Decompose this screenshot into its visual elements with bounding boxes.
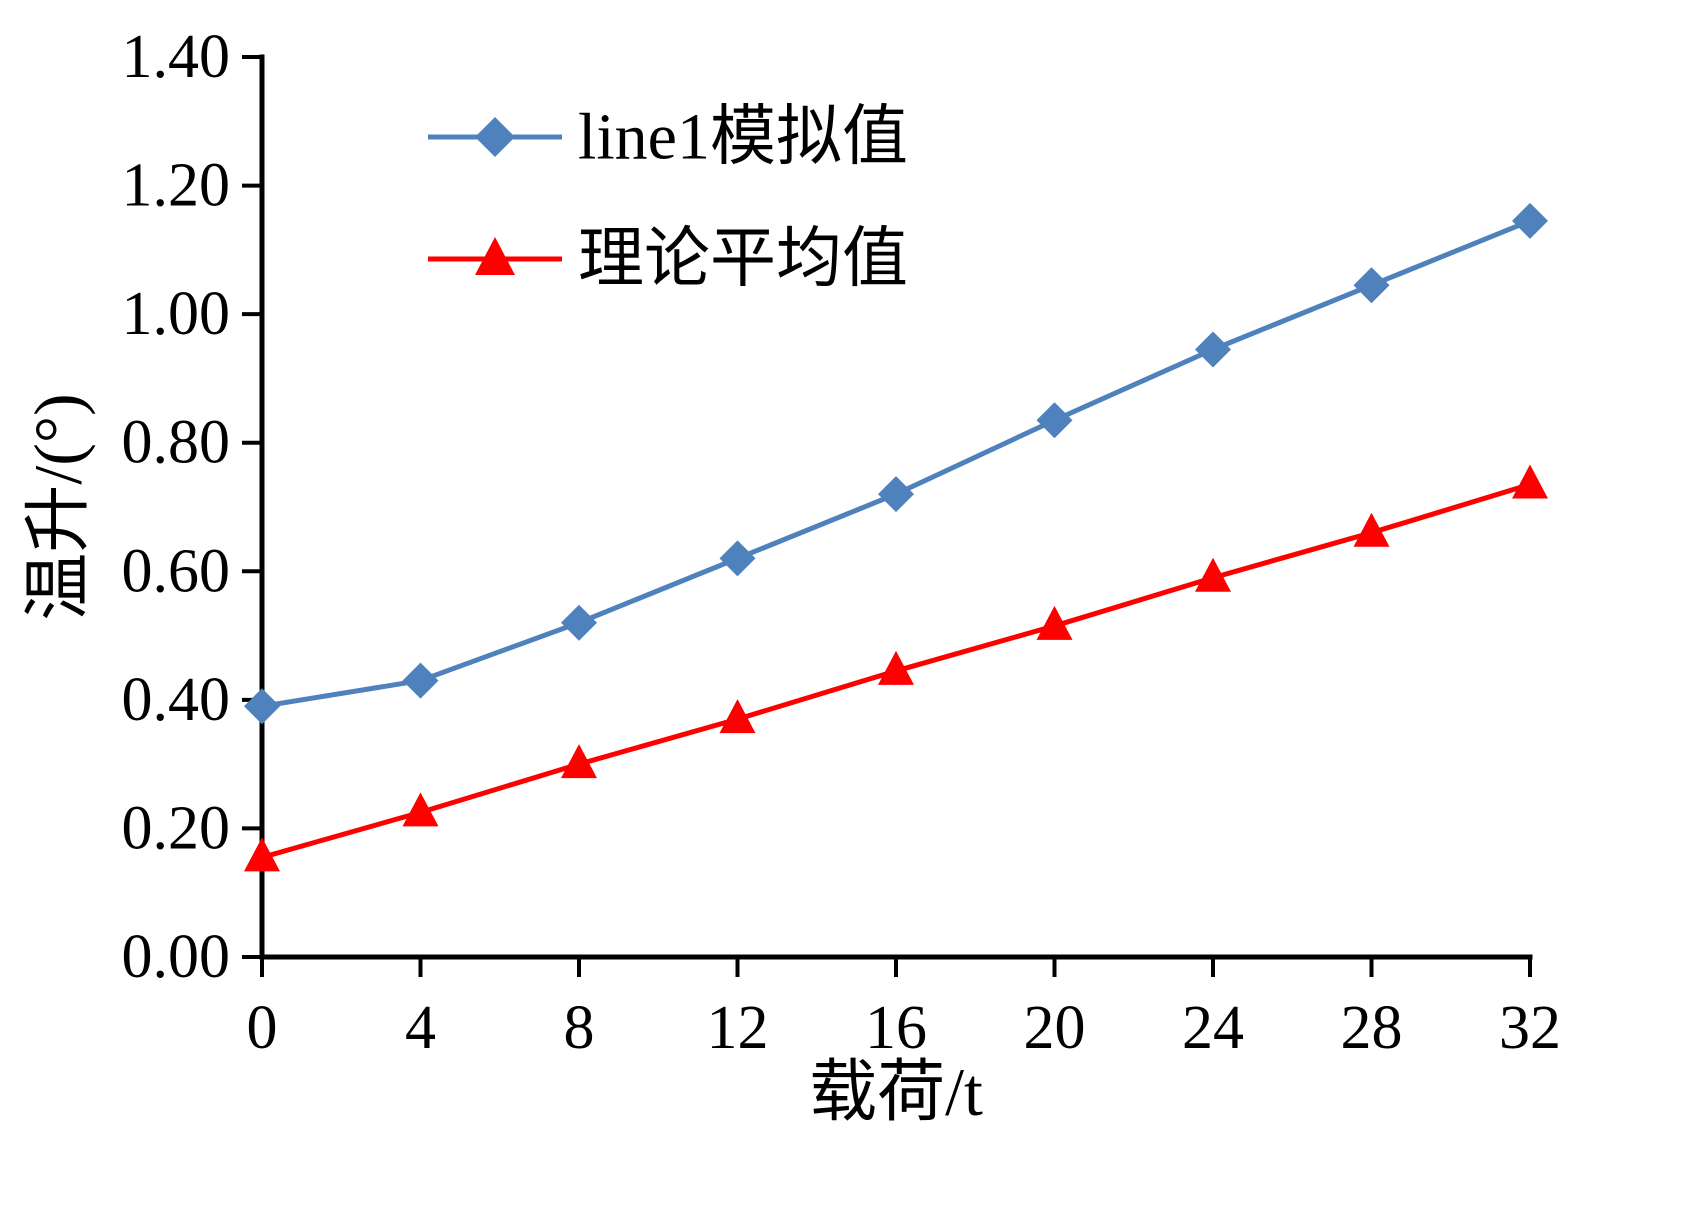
y-tick-label: 1.00 [122,280,231,348]
triangle-marker [1195,557,1231,592]
diamond-marker [475,117,515,157]
y-tick-label: 1.40 [122,23,231,91]
x-axis-title: 载荷/t [809,1054,983,1130]
y-axis-title: 温升/(°) [20,393,96,620]
triangle-marker [561,744,597,779]
diamond-marker [719,540,756,577]
x-tick-label: 4 [405,994,436,1062]
legend-label: line1模拟值 [578,101,908,174]
triangle-marker [402,792,439,827]
x-tick-label: 0 [247,994,278,1062]
x-tick-label: 32 [1499,994,1561,1062]
triangle-marker [1036,605,1073,640]
legend-label: 理论平均值 [578,223,908,296]
triangle-marker [475,237,515,275]
triangle-marker [878,650,914,685]
series-1 [244,464,1548,872]
series-0 [244,202,1548,725]
legend-item-1: 理论平均值 [428,223,908,296]
y-tick-label: 0.40 [122,666,231,734]
y-tick-label: 0.60 [122,537,231,605]
diamond-marker [561,604,597,641]
x-tick-label: 16 [865,994,927,1062]
x-tick-label: 20 [1024,994,1086,1062]
triangle-marker [1353,512,1390,547]
x-tick-label: 8 [564,994,595,1062]
diamond-marker [1512,202,1548,239]
y-tick-label: 0.20 [122,794,231,862]
y-tick-label: 1.20 [122,152,231,220]
diamond-marker [878,476,914,513]
y-tick-label: 0.00 [122,923,231,991]
legend-item-0: line1模拟值 [428,101,908,174]
x-axis: 0 4 8 12 16 20 24 28 32 [247,957,1561,1062]
y-axis: 0.00 0.20 0.40 0.60 0.80 1.00 1.20 1.40 [122,23,262,991]
triangle-marker [719,699,756,734]
diamond-marker [1195,331,1231,368]
diamond-marker [1353,267,1390,304]
triangle-marker [244,837,280,872]
diamond-marker [402,662,439,699]
diamond-marker [1036,402,1073,439]
y-tick-label: 0.80 [122,409,231,477]
x-tick-label: 12 [707,994,769,1062]
diamond-marker [244,688,280,725]
triangle-marker [1512,464,1548,499]
x-tick-label: 28 [1341,994,1403,1062]
x-tick-label: 24 [1182,994,1244,1062]
